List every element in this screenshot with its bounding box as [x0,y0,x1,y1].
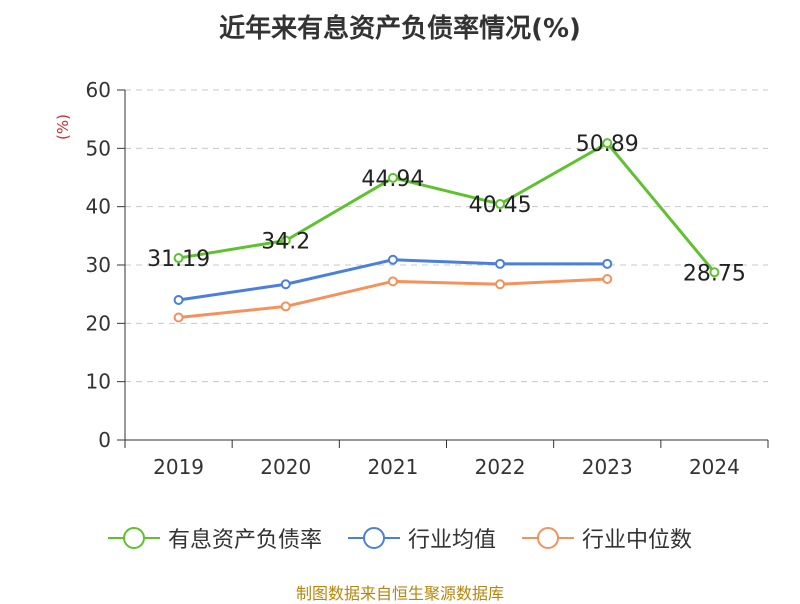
legend-item[interactable]: 行业均值 [347,522,496,554]
source-note: 制图数据来自恒生聚源数据库 [295,584,504,603]
legend-item[interactable]: 有息资产负债率 [107,522,322,554]
data-point [280,235,291,246]
data-point [173,312,184,323]
data-point [280,279,291,290]
data-point [173,253,184,264]
data-point [495,199,506,210]
data-point [495,258,506,269]
data-point [602,274,613,284]
y-tick-label: 10 [86,370,111,394]
data-label: 34.2 [261,230,310,255]
data-label: 28.75 [683,261,746,286]
legend-marker-icon [107,526,160,550]
x-tick-label: 2019 [153,455,204,479]
x-tick-label: 2020 [260,455,311,479]
data-label: 50.89 [576,132,639,157]
data-point [387,254,398,265]
data-point [387,172,398,183]
data-label: 40.45 [469,193,532,218]
legend-marker-icon [522,526,574,550]
data-point [602,258,613,269]
y-axis-label: (%) [54,114,72,140]
data-label: 44.94 [361,167,424,192]
grid-layer [125,89,768,383]
x-tick-label: 2024 [689,455,740,479]
data-label-layer: 31.19 34.2 44.94 40.45 50.89 28.75 [147,132,746,286]
data-point [173,295,184,305]
y-tick-label: 20 [86,311,111,335]
data-point [602,138,613,149]
y-tick-label: 50 [86,136,111,160]
series-line [178,141,716,274]
legend-label: 行业中位数 [582,528,693,553]
y-tick-label: 0 [98,428,111,452]
legend: 有息资产负债率 行业均值 行业中位数 [0,520,800,556]
axis-layer: 0 10 20 30 40 50 60 2019 2020 2021 2022 2023 2024 (%) [54,78,769,479]
y-tick-label: 60 [86,78,111,102]
series-layer [173,138,720,323]
legend-label: 有息资产负债率 [167,528,322,553]
x-tick-label: 2021 [367,455,418,479]
data-point [495,279,506,290]
legend-label: 行业均值 [407,528,496,553]
data-point [387,276,398,287]
y-tick-label: 30 [86,253,111,277]
data-point [280,301,291,312]
chart-title: 近年来有息资产负债率情况(%) [219,14,581,44]
legend-marker-icon [347,526,400,550]
y-tick-label: 40 [86,195,111,219]
x-tick-label: 2022 [475,455,526,479]
data-point [709,267,720,278]
data-label: 31.19 [147,247,210,272]
legend-item[interactable]: 行业中位数 [522,522,692,554]
x-tick-label: 2023 [582,455,633,479]
